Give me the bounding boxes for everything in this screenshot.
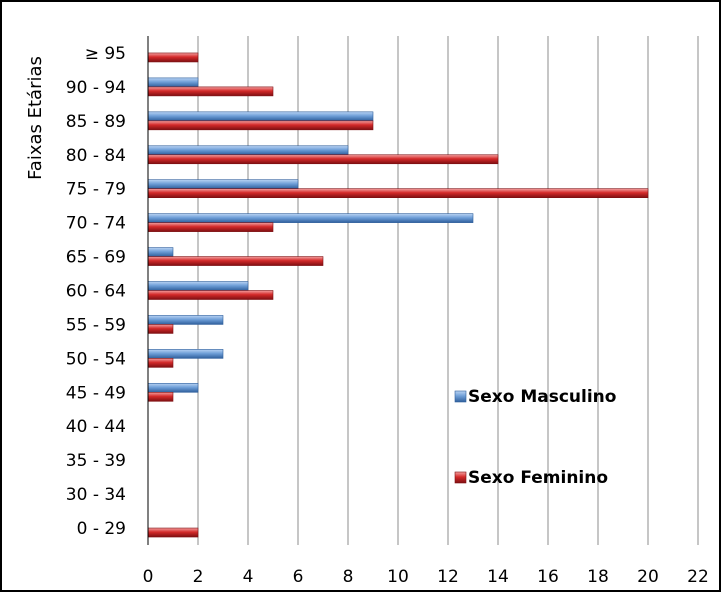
x-tick-label: 4 xyxy=(243,567,254,587)
x-tick-label: 16 xyxy=(537,567,559,587)
y-tick-label: 65 - 69 xyxy=(66,248,126,268)
y-tick-label: 40 - 44 xyxy=(66,417,126,437)
y-axis-title: Faixas Etárias xyxy=(25,56,46,180)
bar-masculino-90-94 xyxy=(147,77,199,88)
legend-label-feminino: Sexo Feminino xyxy=(468,468,608,488)
bar-feminino-55-59 xyxy=(147,324,174,334)
bar-masculino-55-59 xyxy=(147,315,224,325)
y-tick-label: 55 - 59 xyxy=(66,315,126,335)
bar-masculino-75-79 xyxy=(147,179,299,189)
bar-masculino-80-84 xyxy=(147,145,349,156)
bar-feminino-75-79 xyxy=(147,188,649,198)
bar-feminino-50-54 xyxy=(147,358,174,368)
y-tick-label: 35 - 39 xyxy=(66,451,126,471)
y-tick-label: 75 - 79 xyxy=(66,180,126,200)
legend: Sexo Masculino Sexo Feminino xyxy=(454,387,616,488)
bar-feminino-45-49 xyxy=(147,391,174,402)
bar-feminino--95 xyxy=(147,52,199,63)
bar-feminino-65-69 xyxy=(147,256,324,266)
y-tick-label: ≥ 95 xyxy=(85,44,126,64)
bar-feminino-60-64 xyxy=(147,290,274,300)
bar-masculino-50-54 xyxy=(147,349,224,359)
y-tick-label: 70 - 74 xyxy=(66,214,126,234)
bar-feminino-80-84 xyxy=(147,154,499,165)
legend-swatch-feminino xyxy=(454,471,467,484)
y-tick-label: 85 - 89 xyxy=(66,112,126,132)
y-axis-tick-labels: 0 - 29 30 - 34 35 - 39 40 - 44 45 - 49 50 - 5… xyxy=(66,44,126,539)
bar-feminino-70-74 xyxy=(147,222,274,232)
x-tick-label: 22 xyxy=(687,567,709,587)
legend-swatch-masculino xyxy=(454,390,467,403)
x-tick-label: 0 xyxy=(143,567,154,587)
y-tick-label: 80 - 84 xyxy=(66,146,126,166)
bar-feminino-0-29 xyxy=(147,527,199,538)
bar-masculino-45-49 xyxy=(147,382,199,393)
bar-feminino-85-89 xyxy=(147,120,374,131)
bar-feminino-90-94 xyxy=(147,86,274,97)
y-tick-label: 90 - 94 xyxy=(66,78,126,98)
x-tick-label: 18 xyxy=(587,567,609,587)
y-tick-label: 30 - 34 xyxy=(66,485,126,505)
x-axis-tick-labels: 0 2 4 6 8 10 12 14 16 18 20 22 xyxy=(143,567,709,587)
x-tick-label: 10 xyxy=(387,567,409,587)
bar-masculino-60-64 xyxy=(147,281,249,291)
y-tick-label: 60 - 64 xyxy=(66,282,126,302)
x-tick-label: 8 xyxy=(343,567,354,587)
bar-masculino-85-89 xyxy=(147,111,374,122)
legend-label-masculino: Sexo Masculino xyxy=(468,387,616,407)
x-tick-label: 12 xyxy=(437,567,459,587)
y-tick-label: 50 - 54 xyxy=(66,349,126,369)
x-tick-label: 6 xyxy=(293,567,304,587)
bar-masculino-70-74 xyxy=(147,213,474,223)
y-tick-label: 0 - 29 xyxy=(77,519,126,539)
x-tick-label: 14 xyxy=(487,567,509,587)
x-tick-label: 20 xyxy=(637,567,659,587)
bar-masculino-65-69 xyxy=(147,247,174,257)
bars xyxy=(147,52,649,538)
y-tick-label: 45 - 49 xyxy=(66,383,126,403)
x-tick-label: 2 xyxy=(193,567,204,587)
